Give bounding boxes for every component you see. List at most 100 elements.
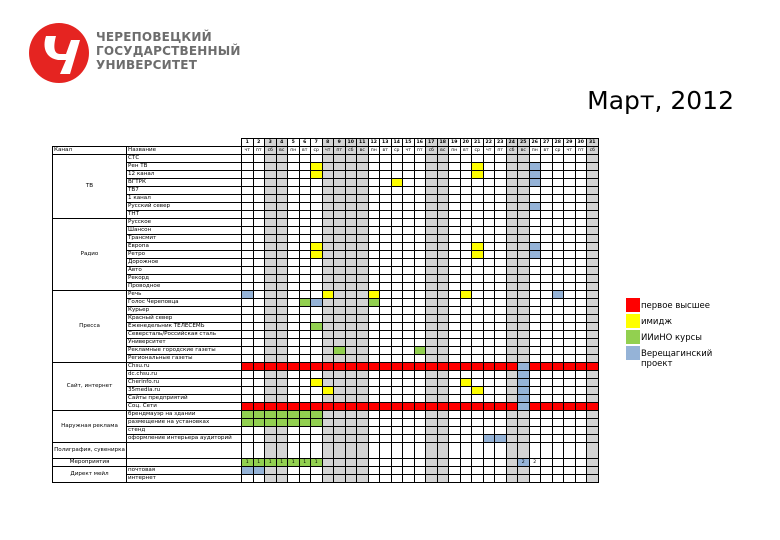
day-cell	[252, 442, 265, 459]
day-cell	[540, 306, 553, 315]
day-cell	[436, 402, 449, 411]
day-cell	[413, 386, 426, 395]
day-cell	[241, 178, 254, 187]
day-cell	[494, 218, 507, 227]
day-cell	[321, 282, 334, 291]
header-day-number: 20	[459, 138, 472, 147]
day-cell	[448, 266, 461, 275]
day-cell	[540, 282, 553, 291]
day-cell	[551, 410, 564, 419]
day-cell	[505, 346, 518, 355]
day-cell	[540, 258, 553, 267]
day-cell	[275, 434, 288, 443]
day-cell	[367, 330, 380, 339]
day-cell	[448, 186, 461, 195]
day-cell	[459, 242, 472, 251]
day-cell	[505, 442, 518, 459]
day-cell	[379, 210, 392, 219]
day-cell	[310, 242, 323, 251]
table-row: Радио Русское	[52, 218, 599, 291]
day-cell	[482, 458, 495, 467]
day-cell	[264, 202, 277, 211]
day-cell	[264, 234, 277, 243]
day-cell	[459, 442, 472, 459]
day-cell	[459, 290, 472, 299]
day-cell	[321, 330, 334, 339]
day-cell	[505, 434, 518, 443]
day-cell	[402, 226, 415, 235]
day-cell	[344, 202, 357, 211]
day-cell	[448, 210, 461, 219]
day-cell	[356, 170, 369, 179]
day-cell	[540, 402, 553, 411]
university-name: ЧЕРЕПОВЕЦКИЙ ГОСУДАРСТВЕННЫЙ УНИВЕРСИТЕТ	[96, 30, 241, 72]
day-cell	[505, 458, 518, 467]
day-cell	[540, 186, 553, 195]
day-cell	[551, 346, 564, 355]
day-cell	[367, 474, 380, 483]
day-cell	[241, 434, 254, 443]
day-cell	[494, 186, 507, 195]
day-cell	[390, 226, 403, 235]
day-cell	[482, 362, 495, 371]
day-cell	[287, 434, 300, 443]
day-cell	[482, 426, 495, 435]
day-cell	[333, 234, 346, 243]
day-cell	[551, 306, 564, 315]
day-cell	[425, 330, 438, 339]
day-cell	[494, 210, 507, 219]
day-cell	[275, 162, 288, 171]
day-cell	[471, 330, 484, 339]
table-row: Шансон	[53, 226, 599, 235]
day-cell	[459, 386, 472, 395]
day-cell	[471, 210, 484, 219]
day-cell	[563, 394, 576, 403]
day-cell	[436, 354, 449, 363]
day-cell	[390, 210, 403, 219]
day-cell	[528, 186, 541, 195]
day-cell	[494, 322, 507, 331]
day-cell	[264, 194, 277, 203]
day-cell	[574, 418, 587, 427]
day-cell	[390, 274, 403, 283]
header-day-number: 28	[551, 138, 564, 147]
table-row: Пресса Речь	[52, 290, 599, 363]
day-cell	[482, 378, 495, 387]
day-cell	[287, 282, 300, 291]
header-weekday: пт	[333, 146, 346, 155]
day-cell	[333, 290, 346, 299]
header-day-number: 30	[574, 138, 587, 147]
day-cell	[586, 458, 599, 467]
day-cell	[413, 266, 426, 275]
day-cell	[551, 466, 564, 475]
day-cell	[459, 426, 472, 435]
table-row: ТВ СТС	[52, 154, 599, 219]
day-cell	[471, 402, 484, 411]
day-cell	[436, 418, 449, 427]
day-cell	[471, 178, 484, 187]
day-cell	[482, 322, 495, 331]
table-row: Русский север	[53, 202, 599, 211]
day-cell	[287, 410, 300, 419]
table-row: ТНТ	[53, 210, 599, 219]
day-cell	[517, 210, 530, 219]
day-cell	[275, 242, 288, 251]
header-day-number: 5	[287, 138, 300, 147]
day-cell	[275, 210, 288, 219]
day-cell	[540, 418, 553, 427]
day-cell	[482, 202, 495, 211]
day-cell	[494, 458, 507, 467]
day-cell	[586, 298, 599, 307]
day-cell	[563, 186, 576, 195]
day-cell	[586, 338, 599, 347]
day-cell	[459, 194, 472, 203]
day-cell	[517, 154, 530, 163]
day-cell	[287, 362, 300, 371]
day-cell	[413, 458, 426, 467]
day-cell	[425, 290, 438, 299]
day-cell	[517, 410, 530, 419]
day-cell	[563, 194, 576, 203]
day-cell	[344, 386, 357, 395]
day-cell	[482, 338, 495, 347]
day-cell	[517, 218, 530, 227]
